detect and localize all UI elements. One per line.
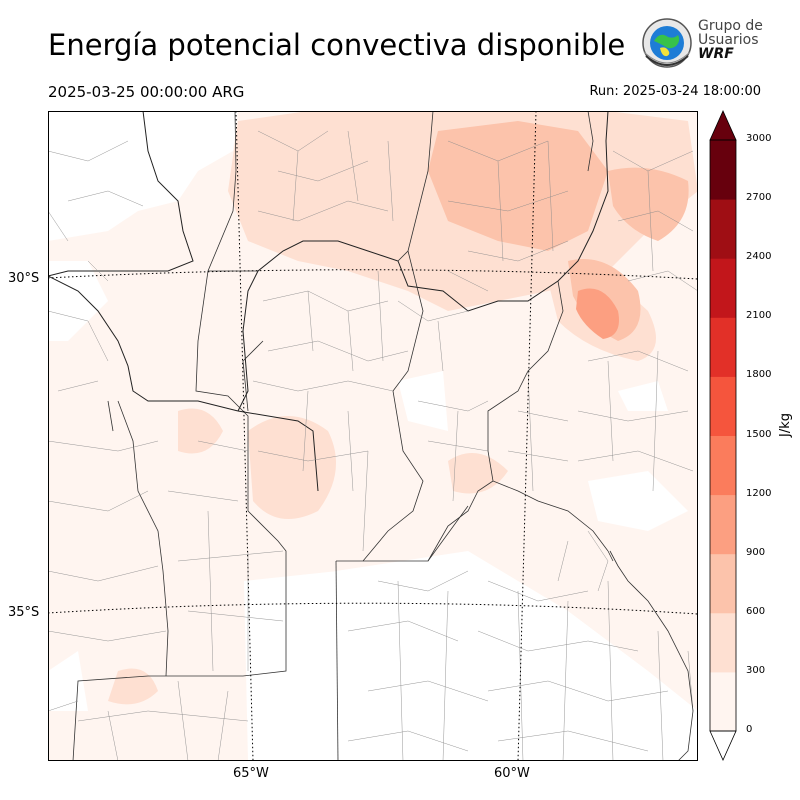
province-borders [72,111,614,761]
colorbar-segment [710,140,736,200]
lon-label-60w: 60°W [494,766,530,781]
colorbar-tick-label: 3000 [746,133,772,144]
colorbar-segment [710,553,736,614]
page-title: Energía potencial convectiva disponible [48,28,626,62]
colorbar-segment [710,612,736,673]
logo-line-3: WRF [698,46,734,62]
lon-label-65w: 65°W [233,766,269,781]
colorbar-extend-min [709,730,737,761]
valid-time: 2025-03-25 00:00:00 ARG [48,83,245,101]
colorbar-segment [710,376,736,436]
colorbar-segment [710,671,736,732]
colorbar-tick-label: 2100 [746,310,772,322]
graticule [48,111,698,761]
colorbar-frame [709,139,737,732]
colorbar-segment [710,317,736,377]
colorbar-label: J/kg [778,413,793,437]
colorbar [709,110,737,761]
country-borders [48,111,609,492]
cape-map [48,111,698,761]
globe-icon [642,18,692,68]
colorbar-tick-label: 900 [746,546,766,558]
colorbar-segment [710,258,736,318]
wrf-logo: Grupo de Usuarios WRF [638,16,768,72]
colorbar-extend-max [709,110,737,141]
colorbar-tick-label: 600 [746,605,766,617]
colorbar-segment [710,494,736,555]
colorbar-tick-label: 2400 [746,251,772,263]
department-borders [48,130,698,761]
map-frame [48,111,698,761]
colorbar-segment [710,199,736,259]
colorbar-segment [710,435,736,496]
colorbar-tick-label: 1800 [746,369,772,381]
lat-label-35s: 35°S [8,605,40,620]
colorbar-tick-label: 2700 [746,192,772,204]
logo-line-1: Grupo de [698,18,763,34]
cape-low-areas [48,111,698,761]
colorbar-tick-label: 1200 [746,487,772,499]
logo-line-2: Usuarios [698,32,759,48]
lat-label-30s: 30°S [8,271,40,286]
run-time: Run: 2025-03-24 18:00:00 [589,84,761,99]
coastline [609,550,694,761]
cape-field-900-1200 [576,288,619,339]
colorbar-tick-label: 300 [746,664,766,676]
colorbar-tick-label: 0 [746,724,753,735]
colorbar-tick-label: 1500 [746,428,772,440]
